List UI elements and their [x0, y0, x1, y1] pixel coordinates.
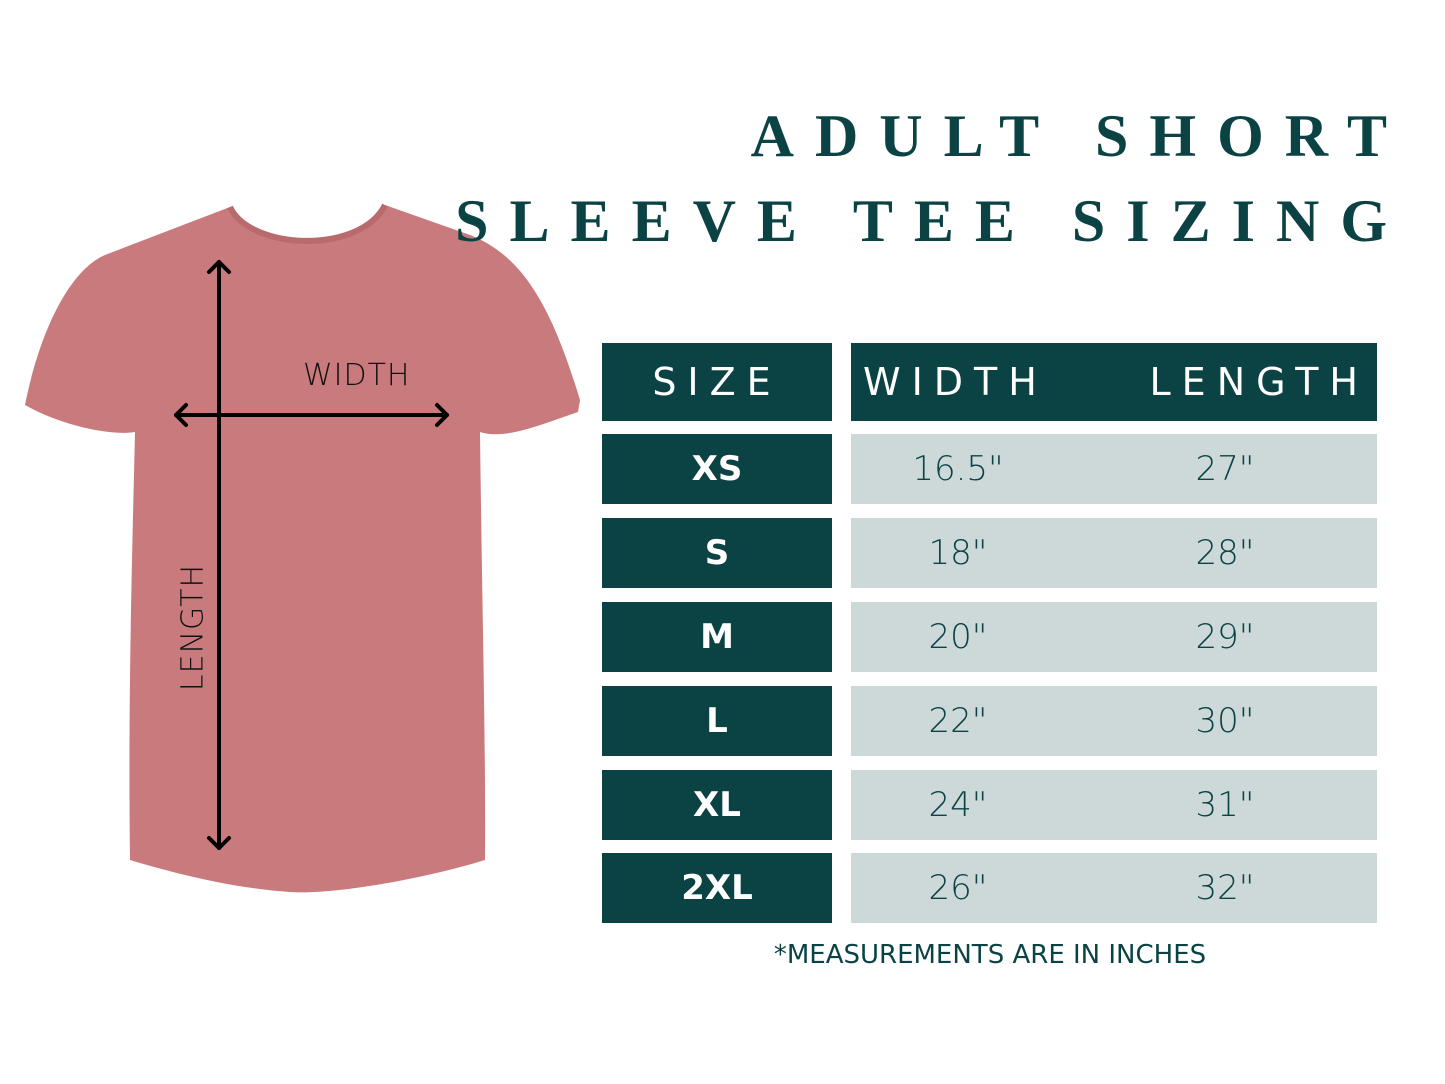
table-row: 20" 29": [851, 602, 1377, 672]
width-value: 24": [928, 785, 988, 825]
table-row: 24" 31": [851, 770, 1377, 840]
width-value: 22": [928, 701, 988, 741]
measurement-arrows: [174, 260, 449, 850]
length-value: 30": [1195, 701, 1255, 741]
header-length: LENGTH: [1149, 360, 1369, 404]
table-row: 26" 32": [851, 853, 1377, 923]
width-value: 20": [928, 617, 988, 657]
width-value: 16.5": [912, 449, 1004, 489]
width-label: WIDTH: [303, 358, 411, 393]
tshirt-image: [25, 203, 580, 893]
size-cell: XS: [602, 434, 832, 504]
table-row: 18" 28": [851, 518, 1377, 588]
size-cell: XL: [602, 770, 832, 840]
length-value: 31": [1195, 785, 1255, 825]
header-size: SIZE: [602, 343, 832, 421]
tshirt-shape: [25, 205, 580, 893]
length-value: 29": [1195, 617, 1255, 657]
header-measurements: WIDTH LENGTH: [851, 343, 1377, 421]
length-value: 27": [1195, 449, 1255, 489]
size-cell: L: [602, 686, 832, 756]
size-cell: S: [602, 518, 832, 588]
length-value: 28": [1195, 533, 1255, 573]
collar: [227, 203, 388, 244]
title-line-2: SLEEVE TEE SIZING: [455, 188, 1408, 254]
size-cell: M: [602, 602, 832, 672]
size-cell: 2XL: [602, 853, 832, 923]
width-value: 26": [928, 868, 988, 908]
length-value: 32": [1195, 868, 1255, 908]
table-row: 22" 30": [851, 686, 1377, 756]
table-row: 16.5" 27": [851, 434, 1377, 504]
length-label: LENGTH: [175, 563, 211, 692]
header-width: WIDTH: [863, 360, 1048, 404]
measurement-note: *MEASUREMENTS ARE IN INCHES: [773, 940, 1207, 970]
width-value: 18": [928, 533, 988, 573]
title-line-1: ADULT SHORT: [750, 103, 1408, 169]
